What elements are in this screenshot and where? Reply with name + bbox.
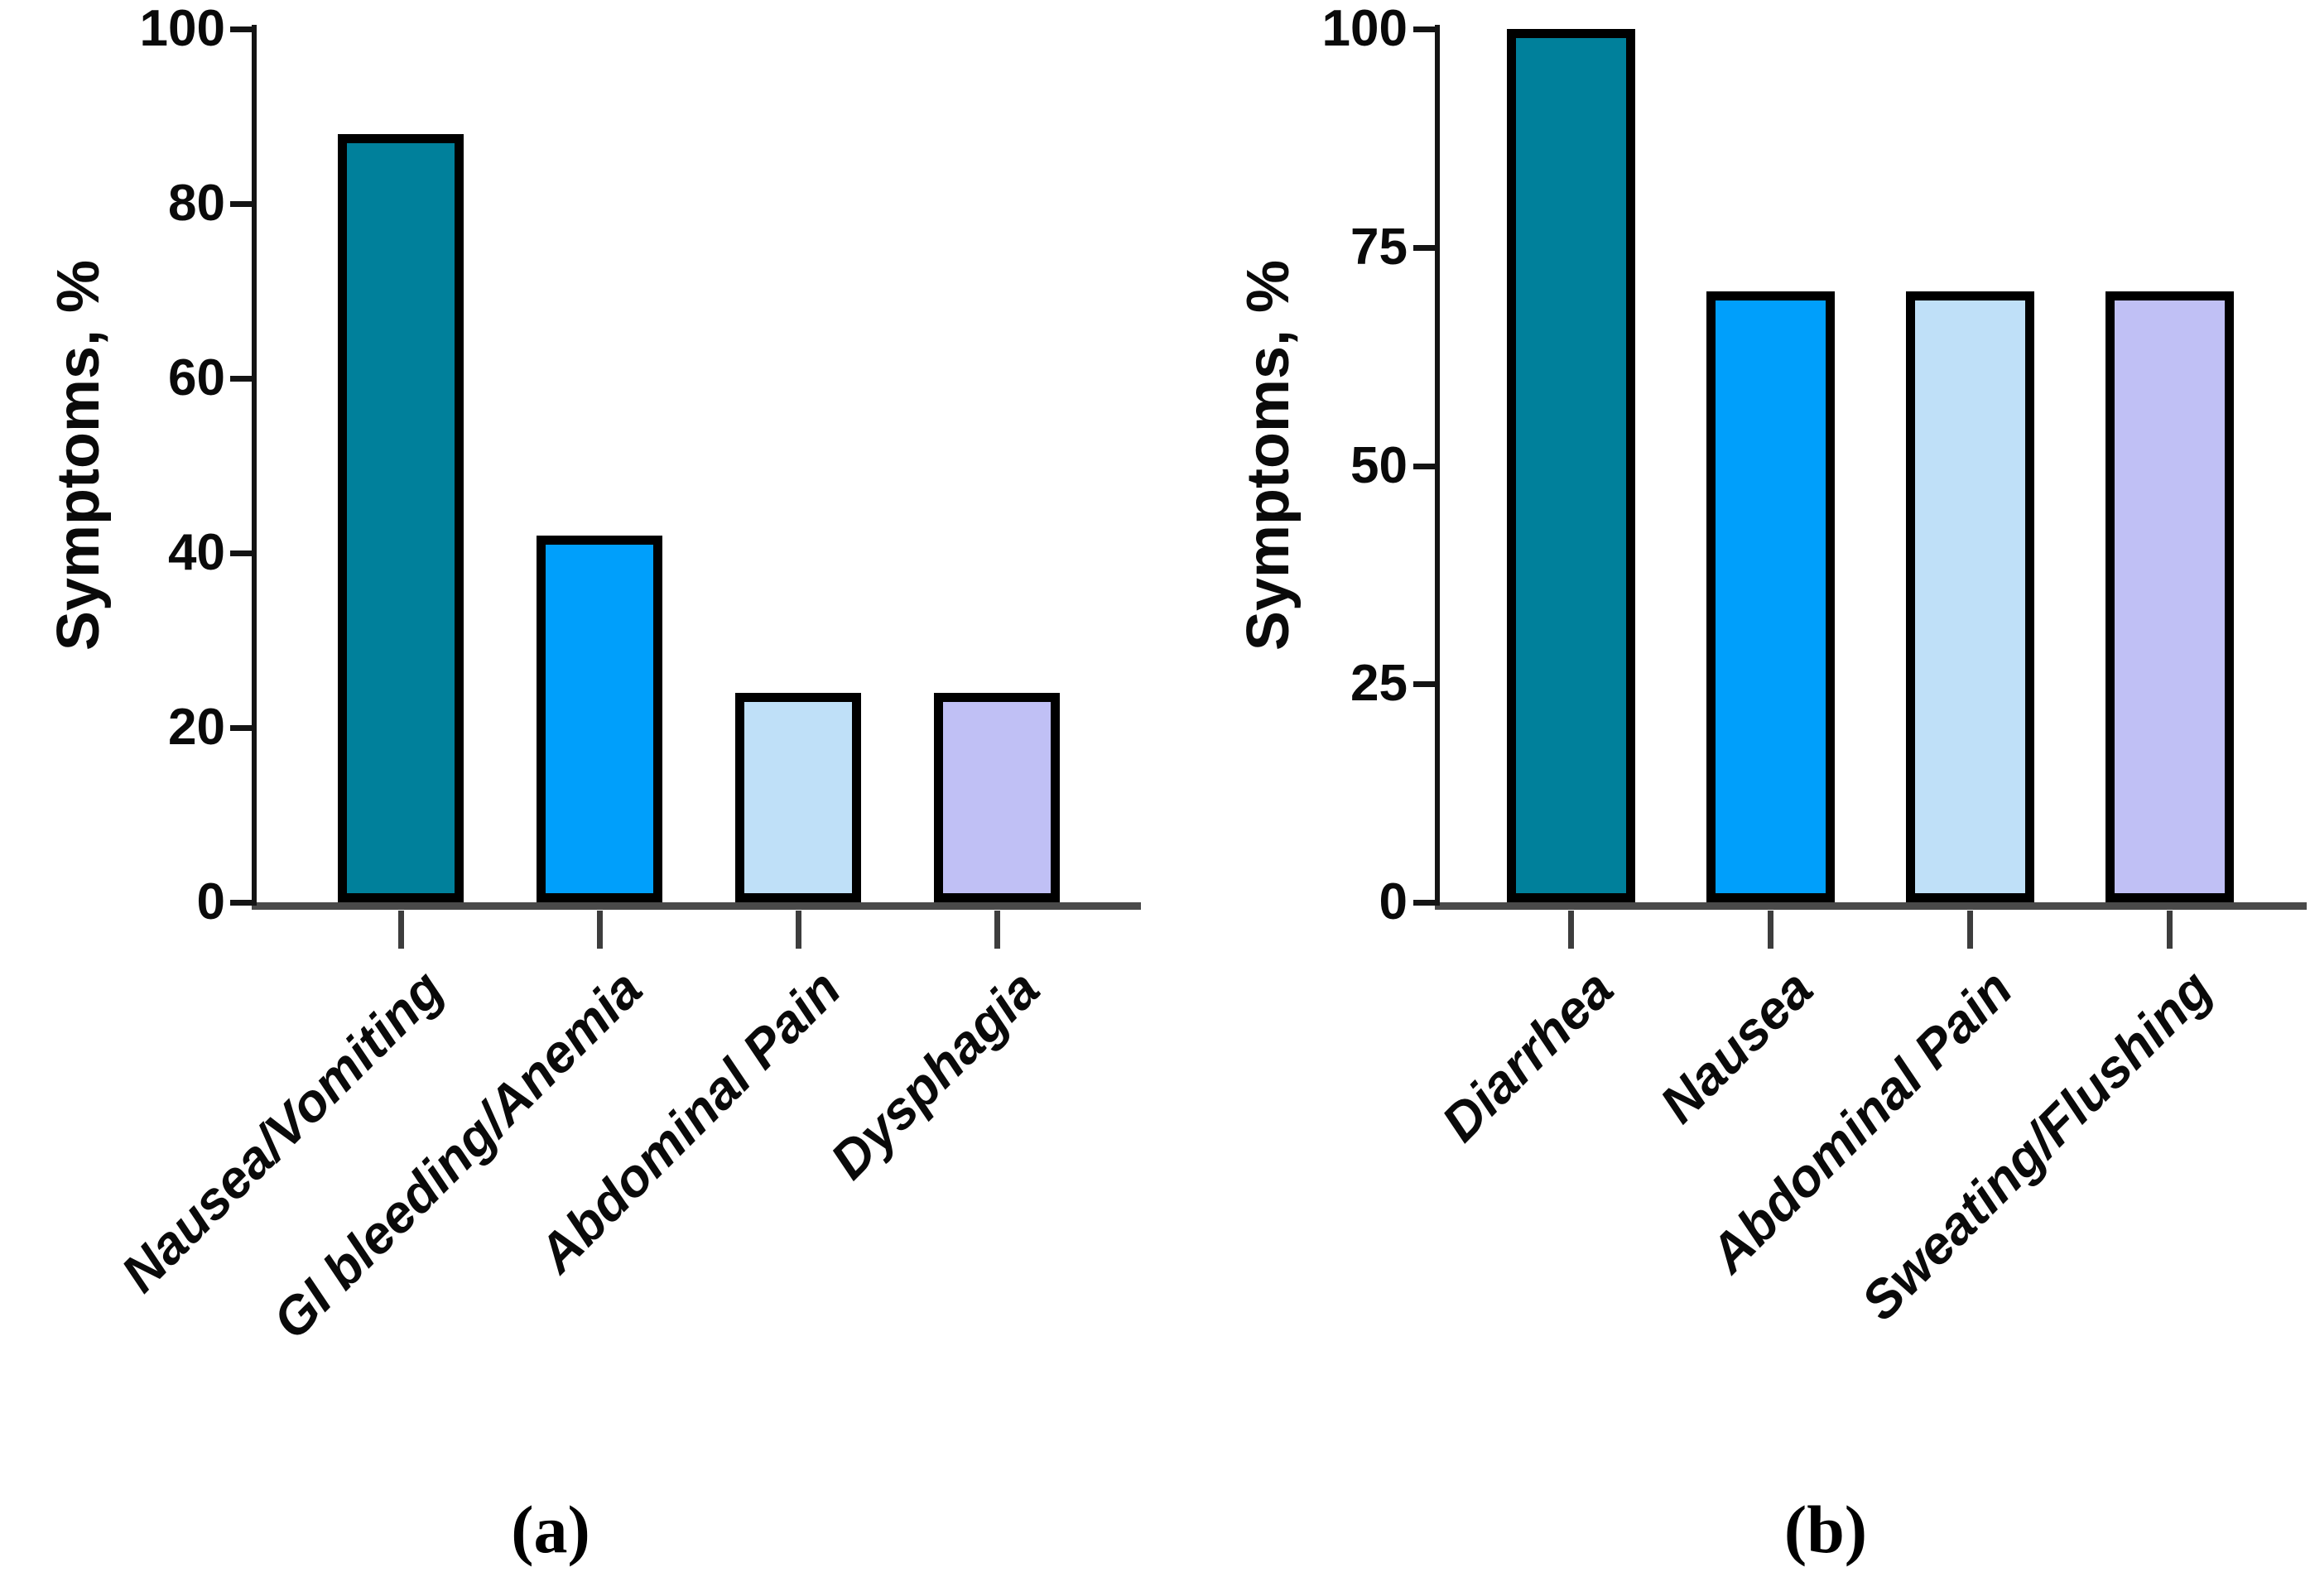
panel-b-y-axis-title: Symptoms, % bbox=[1235, 259, 1302, 651]
panel-b-y-tick-100 bbox=[1413, 26, 1440, 32]
panel-b-y-tick-label-100: 100 bbox=[1321, 0, 1408, 57]
panel-a-x-tick-gi-bleeding-anemia bbox=[597, 911, 603, 949]
panel-b-x-tick-sweating-flushing bbox=[2167, 911, 2173, 949]
panel-b-y-tick-0 bbox=[1413, 900, 1440, 906]
panel-a-y-tick-80 bbox=[230, 201, 257, 207]
panel-a-y-tick-label-80: 80 bbox=[168, 175, 225, 232]
panel-a-y-tick-0 bbox=[230, 900, 257, 906]
panel-b-bar-abdominal-pain bbox=[1905, 291, 2034, 902]
panel-b-bar-sweating-flushing bbox=[2105, 291, 2234, 902]
panel-a-bar-abdominal-pain bbox=[735, 692, 861, 902]
panel-a-y-tick-label-60: 60 bbox=[168, 349, 225, 406]
panel-a-y-tick-40 bbox=[230, 550, 257, 556]
panel-b-x-tick-abdominal-pain bbox=[1967, 911, 1973, 949]
panel-b-y-tick-label-0: 0 bbox=[1379, 873, 1408, 930]
panel-a-y-tick-label-100: 100 bbox=[139, 0, 225, 57]
panel-a-y-axis-line bbox=[252, 25, 257, 909]
panel-b-caption: (b) bbox=[1783, 1492, 1868, 1567]
panel-b-y-tick-75 bbox=[1413, 244, 1440, 251]
panel-b-bar-diarrhea bbox=[1506, 29, 1635, 902]
panel-b-x-tick-diarrhea bbox=[1568, 911, 1574, 949]
panel-a-y-tick-label-20: 20 bbox=[168, 699, 225, 756]
panel-a-y-tick-label-40: 40 bbox=[168, 524, 225, 581]
panel-b-y-tick-label-75: 75 bbox=[1350, 218, 1408, 276]
panel-a-x-tick-dysphagia bbox=[994, 911, 1000, 949]
panel-a-bar-dysphagia bbox=[934, 692, 1060, 902]
panel-b-x-tick-nausea bbox=[1768, 911, 1773, 949]
panel-a-y-tick-20 bbox=[230, 725, 257, 731]
panel-b-x-axis-line bbox=[1435, 902, 2307, 910]
panel-a-y-tick-label-0: 0 bbox=[196, 873, 225, 930]
panel-b-y-tick-50 bbox=[1413, 463, 1440, 469]
panel-b-bar-nausea bbox=[1706, 291, 1835, 902]
panel-b-y-tick-label-25: 25 bbox=[1350, 655, 1408, 713]
panel-a-y-tick-100 bbox=[230, 26, 257, 32]
panel-a-x-axis-line bbox=[252, 902, 1141, 910]
panel-a-bar-nausea-vomiting bbox=[338, 133, 464, 902]
panel-a-x-tick-nausea-vomiting bbox=[398, 911, 404, 949]
panel-a-bar-gi-bleeding-anemia bbox=[537, 535, 662, 902]
panel-a-y-tick-60 bbox=[230, 376, 257, 382]
panel-b-y-tick-25 bbox=[1413, 681, 1440, 688]
panel-a-x-tick-abdominal-pain bbox=[796, 911, 801, 949]
panel-a-caption: (a) bbox=[511, 1492, 590, 1567]
panel-b-y-tick-label-50: 50 bbox=[1350, 436, 1408, 494]
